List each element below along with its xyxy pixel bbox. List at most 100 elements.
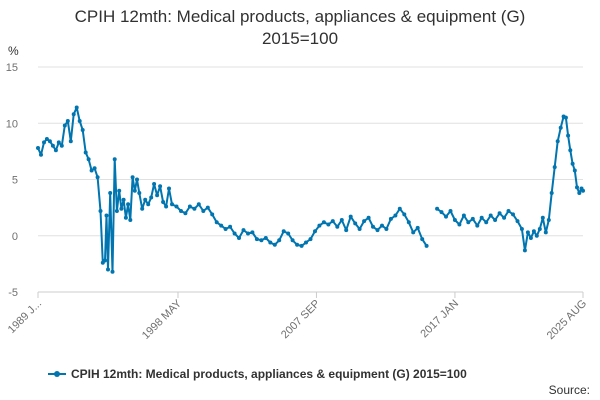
chart-legend[interactable]: CPIH 12mth: Medical products, appliances… xyxy=(48,367,467,381)
data-point xyxy=(452,218,457,222)
legend-label: CPIH 12mth: Medical products, appliances… xyxy=(71,367,467,381)
data-point xyxy=(92,166,97,171)
data-point xyxy=(183,211,188,216)
source-label: Source: xyxy=(548,383,590,397)
data-point xyxy=(552,165,557,170)
data-point xyxy=(461,213,466,218)
data-point xyxy=(511,212,515,217)
data-point xyxy=(326,222,331,227)
data-point xyxy=(135,177,139,182)
data-point xyxy=(371,224,375,229)
data-point xyxy=(362,219,367,224)
data-point xyxy=(74,105,79,110)
data-point xyxy=(540,215,545,220)
data-point xyxy=(466,220,471,225)
data-point xyxy=(380,223,384,228)
data-point xyxy=(89,168,94,173)
data-point xyxy=(484,220,489,225)
data-point xyxy=(250,230,255,235)
data-point xyxy=(563,115,568,120)
data-point xyxy=(241,228,246,233)
data-point xyxy=(393,213,398,218)
data-point xyxy=(568,148,573,153)
data-point xyxy=(170,202,174,207)
y-tick-label: 15 xyxy=(6,62,18,74)
data-point xyxy=(223,227,228,231)
data-point xyxy=(164,204,169,209)
data-point xyxy=(384,227,389,231)
data-point xyxy=(555,139,560,144)
data-point xyxy=(277,238,282,243)
data-point xyxy=(397,206,402,211)
data-point xyxy=(187,204,192,209)
data-point xyxy=(420,237,425,242)
data-point xyxy=(110,269,115,274)
data-point xyxy=(531,229,536,234)
data-point xyxy=(572,168,577,173)
chart-title-line2: 2015=100 xyxy=(261,29,339,48)
data-point xyxy=(570,161,575,166)
data-point xyxy=(497,211,502,216)
y-tick-label: 5 xyxy=(12,175,18,187)
data-point xyxy=(488,213,493,218)
x-tick-label: 2007 SEP xyxy=(279,298,323,342)
data-point xyxy=(268,240,273,245)
data-point xyxy=(42,140,46,145)
data-point xyxy=(339,218,344,222)
data-point xyxy=(534,233,539,238)
data-point xyxy=(313,229,317,234)
data-point xyxy=(321,220,326,225)
data-point xyxy=(357,227,362,231)
data-point xyxy=(219,223,224,228)
data-point xyxy=(457,222,462,227)
data-point xyxy=(366,215,371,220)
x-tick-label: 1998 MAY xyxy=(140,297,185,342)
data-point xyxy=(130,175,135,180)
data-point xyxy=(543,230,548,235)
data-point xyxy=(77,119,82,123)
data-point xyxy=(402,212,407,217)
data-point xyxy=(192,206,197,211)
data-point xyxy=(525,230,530,235)
data-point xyxy=(44,137,49,141)
data-point xyxy=(132,188,137,193)
data-point xyxy=(62,123,67,128)
data-point xyxy=(558,125,563,130)
data-point xyxy=(158,184,163,189)
data-point xyxy=(103,258,107,263)
data-point xyxy=(515,219,520,224)
data-point xyxy=(119,206,124,211)
data-point xyxy=(577,191,582,195)
data-point xyxy=(112,157,117,162)
data-point xyxy=(210,212,215,217)
data-point xyxy=(263,236,268,240)
data-point xyxy=(299,243,304,248)
data-point xyxy=(439,210,444,215)
data-point xyxy=(502,215,507,220)
data-point xyxy=(143,197,148,202)
data-point xyxy=(126,202,131,207)
data-point xyxy=(549,191,554,195)
data-point xyxy=(406,220,411,225)
data-point xyxy=(179,209,183,213)
data-point xyxy=(98,209,103,213)
data-point xyxy=(80,128,85,132)
data-point xyxy=(254,237,259,242)
data-point xyxy=(537,227,542,231)
data-point xyxy=(106,267,110,272)
data-point xyxy=(47,139,52,144)
data-point xyxy=(71,112,76,117)
data-point xyxy=(232,231,237,236)
data-point xyxy=(123,215,128,220)
data-point xyxy=(149,195,154,200)
data-point xyxy=(519,227,524,231)
data-point xyxy=(308,237,313,242)
data-point xyxy=(330,219,335,224)
data-point xyxy=(475,223,480,228)
data-point xyxy=(117,188,122,193)
data-point xyxy=(444,214,448,219)
data-point xyxy=(388,216,393,221)
data-point xyxy=(86,157,91,162)
data-point xyxy=(470,216,475,221)
data-point xyxy=(344,228,349,233)
